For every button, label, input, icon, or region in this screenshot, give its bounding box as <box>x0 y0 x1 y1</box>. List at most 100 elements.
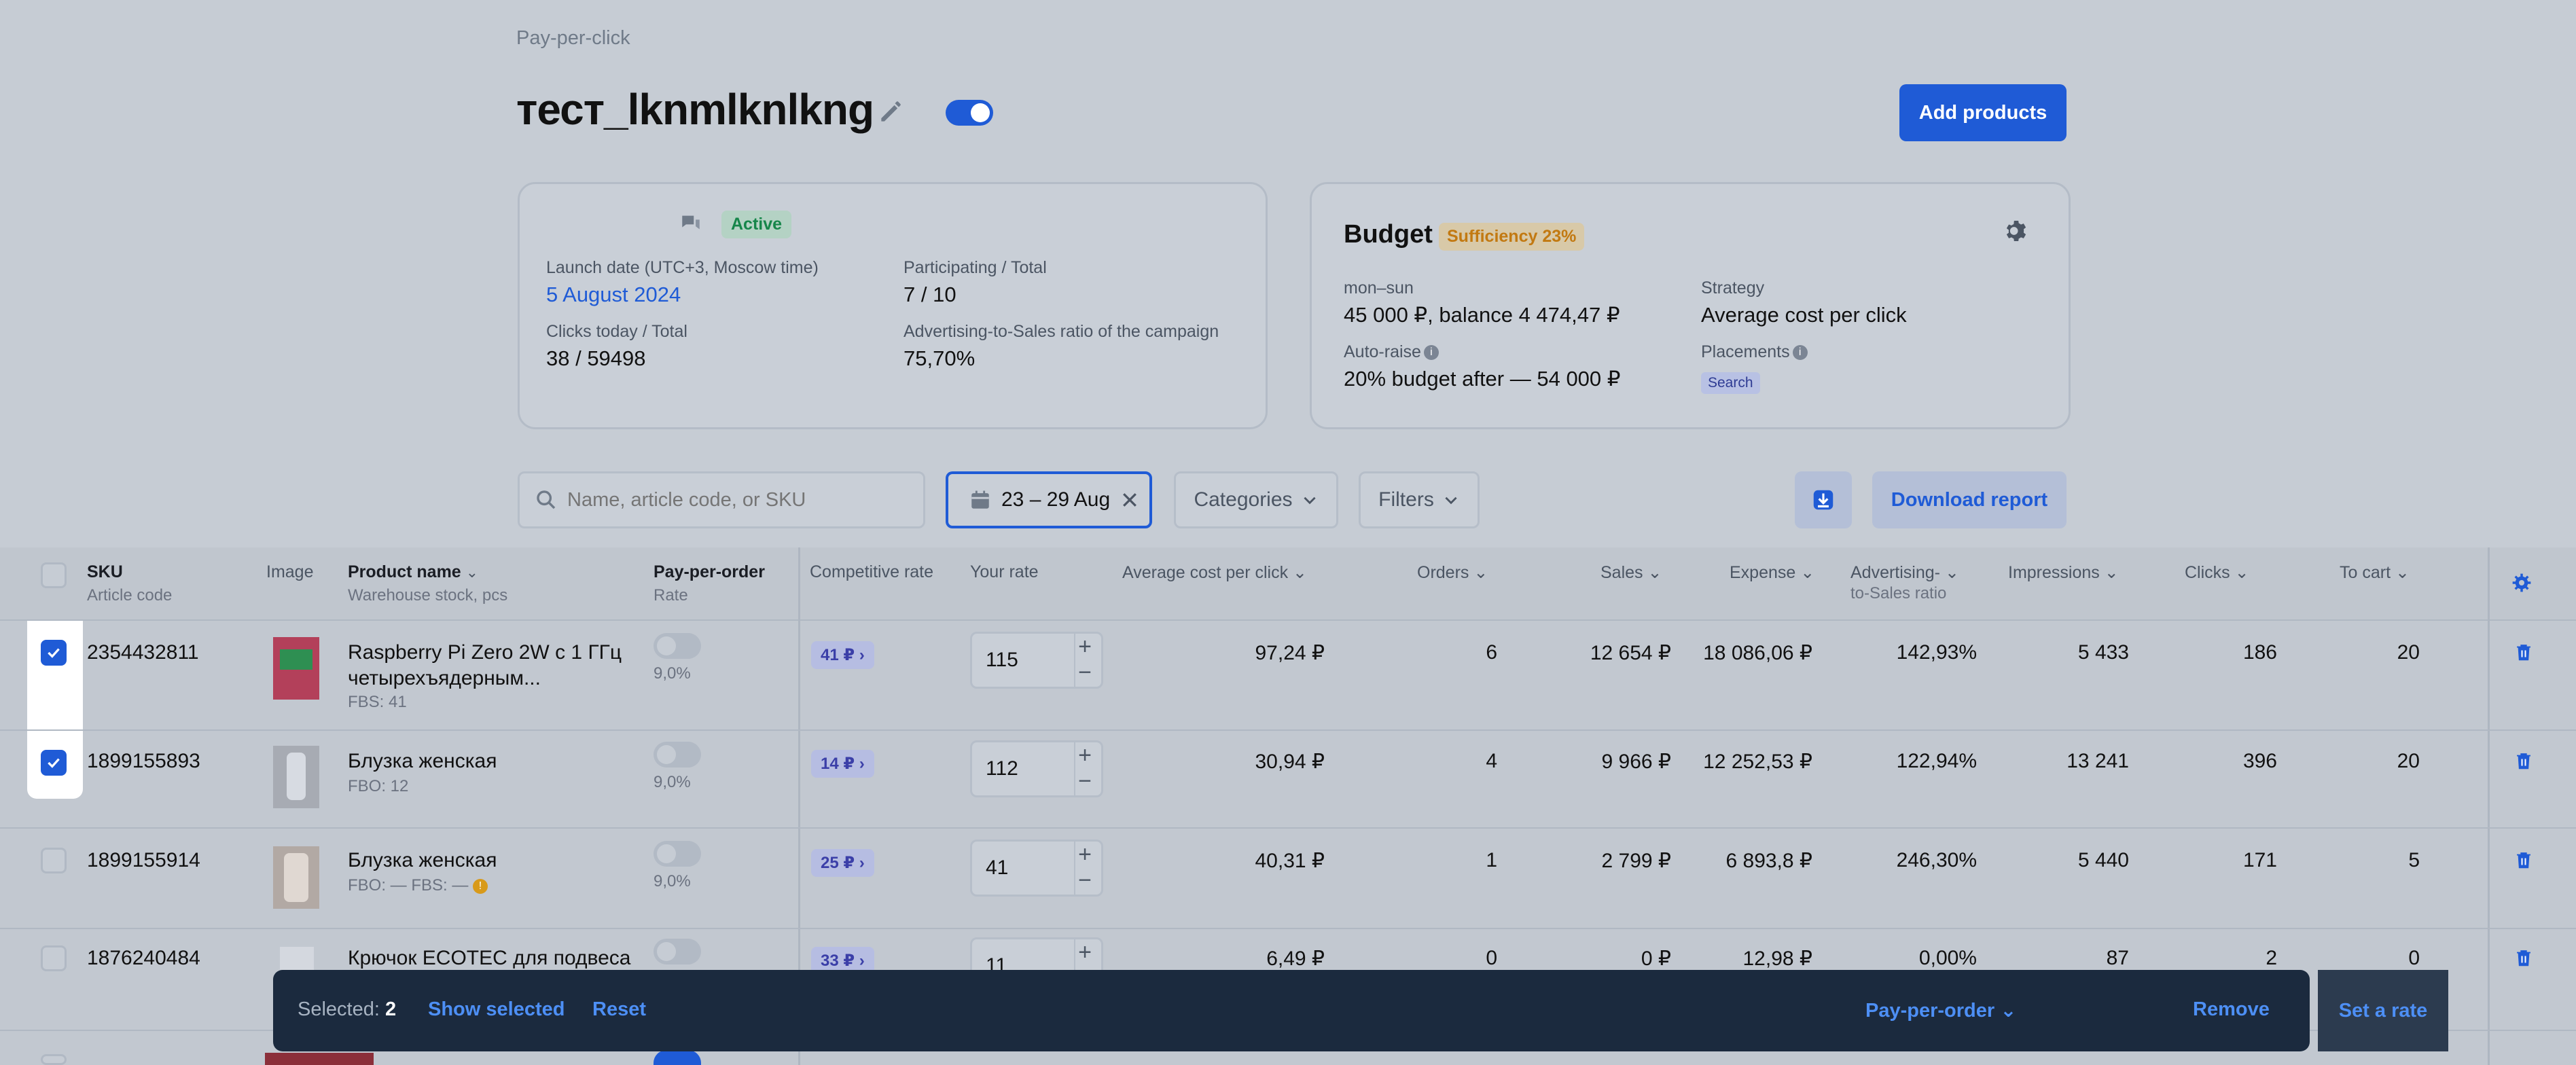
row-checkbox[interactable] <box>41 750 67 776</box>
expense-cell: 12 252,53 ₽ <box>1703 751 1812 773</box>
download-icon <box>1813 490 1833 510</box>
col-clicks[interactable]: Clicks ⌄ <box>2185 563 2249 582</box>
trash-icon[interactable] <box>2514 947 2534 969</box>
col-sales[interactable]: Sales ⌄ <box>1600 563 1662 582</box>
plus-icon[interactable]: + <box>1078 842 1092 867</box>
expense-cell: 18 086,06 ₽ <box>1703 642 1812 664</box>
col-pay-per-order: Pay-per-order Rate <box>654 562 765 604</box>
clicks-cell: 396 <box>2242 750 2277 772</box>
remove-button[interactable]: Remove <box>2193 998 2270 1020</box>
product-name-line1[interactable]: Raspberry Pi Zero 2W с 1 ГГц <box>348 641 622 664</box>
competitive-rate-chip[interactable]: 41 ₽ › <box>811 641 874 669</box>
orders-cell: 4 <box>1486 750 1497 772</box>
stock-cell: FBO: — FBS: — ! <box>348 876 488 895</box>
expense-cell: 12,98 ₽ <box>1742 947 1813 970</box>
minus-icon[interactable]: − <box>1078 768 1092 794</box>
date-range-filter[interactable]: 23 – 29 Aug <box>946 471 1152 528</box>
pay-per-order-toggle[interactable] <box>654 841 701 867</box>
pay-per-order-toggle[interactable] <box>654 633 701 659</box>
trash-icon[interactable] <box>2514 641 2534 663</box>
campaign-toggle[interactable] <box>946 100 993 126</box>
table-settings-gear-icon[interactable] <box>2511 572 2533 597</box>
col-impressions[interactable]: Impressions ⌄ <box>2008 563 2119 582</box>
rate-value[interactable]: 115 <box>986 649 1018 671</box>
competitive-rate-chip[interactable]: 25 ₽ › <box>811 849 874 877</box>
period-label: mon–sun <box>1344 278 1414 297</box>
col-competitive-rate: Competitive rate <box>810 562 934 581</box>
plus-icon[interactable]: + <box>1078 634 1092 660</box>
competitive-rate-chip[interactable]: 14 ₽ › <box>811 750 874 778</box>
row-checkbox[interactable] <box>41 640 67 666</box>
trash-icon[interactable] <box>2514 849 2534 871</box>
to-cart-cell: 20 <box>2397 750 2420 772</box>
rate-stepper[interactable]: 115 + − <box>970 632 1103 689</box>
avg-cpc-cell: 40,31 ₽ <box>1255 850 1325 872</box>
impressions-cell: 13 241 <box>2067 750 2129 772</box>
minus-icon[interactable]: − <box>1078 867 1092 893</box>
download-report-button[interactable]: Download report <box>1872 471 2067 528</box>
info-icon[interactable]: i <box>1423 345 1439 361</box>
plus-icon[interactable]: + <box>1078 742 1092 768</box>
col-orders[interactable]: Orders ⌄ <box>1417 563 1488 582</box>
row-checkbox[interactable] <box>41 848 67 873</box>
pay-per-order-toggle[interactable] <box>654 742 701 768</box>
filters-label: Filters <box>1378 488 1434 511</box>
participating-label: Participating / Total <box>904 258 1047 277</box>
gear-icon[interactable] <box>2003 217 2030 248</box>
info-icon[interactable]: i <box>1792 345 1808 361</box>
product-name-line1[interactable]: Крючок ECOTEC для подвеса <box>348 947 631 969</box>
rate-stepper[interactable]: 41 + − <box>970 840 1103 897</box>
col-product-name[interactable]: Product name ⌄ Warehouse stock, pcs <box>348 562 508 604</box>
chat-icon[interactable] <box>679 212 702 238</box>
categories-dropdown[interactable]: Categories <box>1174 471 1338 528</box>
col-expense[interactable]: Expense ⌄ <box>1730 563 1815 582</box>
ppo-rate-cell: 9,0% <box>654 664 691 683</box>
table-row[interactable] <box>0 731 2576 829</box>
launch-date-value[interactable]: 5 August 2024 <box>546 283 681 306</box>
col-avg-cpc[interactable]: Average cost per click ⌄ <box>1122 563 1307 582</box>
pencil-icon[interactable] <box>876 96 906 126</box>
row-checkbox[interactable] <box>41 945 67 971</box>
sku-cell: 1899155893 <box>87 750 200 772</box>
pay-per-order-toggle[interactable] <box>654 1050 701 1065</box>
reset-button[interactable]: Reset <box>592 998 646 1020</box>
to-cart-cell: 0 <box>2408 947 2420 969</box>
search-box[interactable] <box>518 471 925 528</box>
orders-cell: 0 <box>1486 947 1497 969</box>
row-checkbox[interactable] <box>41 1054 67 1065</box>
pay-per-order-menu[interactable]: Pay-per-order ⌄ <box>1865 1000 2017 1022</box>
set-rate-button[interactable]: Set a rate <box>2318 970 2448 1051</box>
minus-icon[interactable]: − <box>1078 660 1092 685</box>
table-row[interactable] <box>0 829 2576 929</box>
product-name-line2[interactable]: четырехъядерным... <box>348 667 541 689</box>
close-icon[interactable] <box>1120 490 1140 510</box>
download-icon-button[interactable] <box>1795 471 1852 528</box>
rate-stepper[interactable]: 112 + − <box>970 740 1103 797</box>
placements-label-wrap: Placements i <box>1701 342 1808 362</box>
to-cart-cell: 20 <box>2397 641 2420 664</box>
table-row[interactable] <box>0 621 2576 731</box>
select-all-checkbox[interactable] <box>41 562 67 588</box>
participating-value: 7 / 10 <box>904 283 956 306</box>
ads-ratio-cell: 246,30% <box>1896 849 1977 871</box>
product-name-line1[interactable]: Блузка женская <box>348 849 497 871</box>
show-selected-button[interactable]: Show selected <box>428 998 565 1020</box>
breadcrumb[interactable]: Pay-per-click <box>516 27 630 49</box>
set-rate-label: Set a rate <box>2338 999 2428 1022</box>
add-products-button[interactable]: Add products <box>1899 84 2067 141</box>
selection-bar: Selected: 2 Show selected Reset Pay-per-… <box>273 970 2448 1051</box>
col-sku[interactable]: SKU Article code <box>87 562 173 604</box>
filters-dropdown[interactable]: Filters <box>1359 471 1480 528</box>
plus-icon[interactable]: + <box>1078 939 1092 965</box>
rate-value[interactable]: 112 <box>986 757 1018 780</box>
rate-value[interactable]: 41 <box>986 856 1009 879</box>
product-name-line1[interactable]: Блузка женская <box>348 750 497 772</box>
pay-per-order-toggle[interactable] <box>654 939 701 964</box>
col-ads-ratio[interactable]: Advertising- ⌄ to-Sales ratio <box>1850 563 1959 602</box>
search-input[interactable] <box>567 488 920 511</box>
trash-icon[interactable] <box>2514 750 2534 772</box>
to-cart-cell: 5 <box>2408 849 2420 871</box>
selected-count: Selected: 2 <box>298 998 397 1020</box>
col-to-cart[interactable]: To cart ⌄ <box>2340 563 2410 582</box>
warning-icon[interactable]: ! <box>473 878 488 894</box>
